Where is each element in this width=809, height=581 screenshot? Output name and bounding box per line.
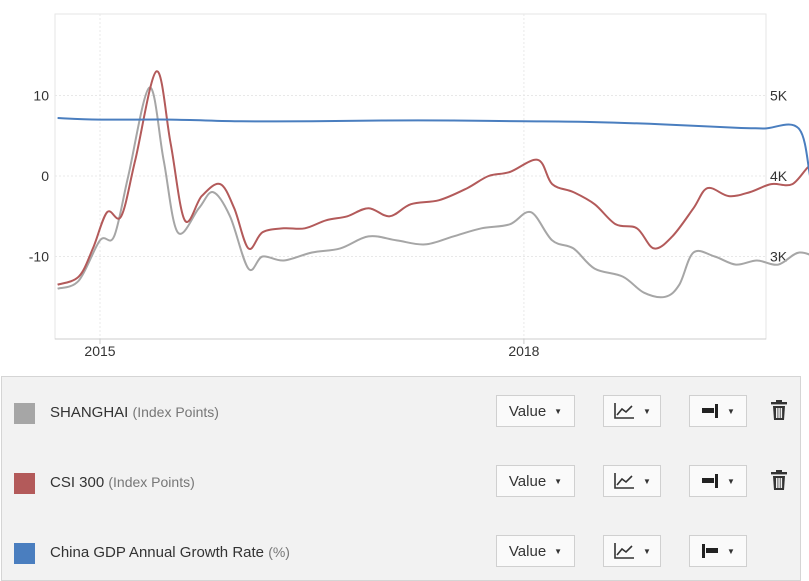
right-tick-label: 3K	[770, 249, 788, 265]
axis-left-icon	[702, 544, 719, 558]
series-color-swatch	[14, 403, 35, 424]
series-name: China GDP Annual Growth Rate (%)	[50, 544, 290, 561]
left-tick-label: 10	[33, 88, 49, 104]
x-tick-label: 2018	[508, 343, 539, 359]
series-unit: (Index Points)	[132, 404, 219, 420]
caret-down-icon: ▼	[727, 476, 735, 486]
series-name: SHANGHAI (Index Points)	[50, 404, 219, 421]
series-label: CSI 300	[50, 474, 105, 491]
axis-dropdown[interactable]: ▼	[689, 535, 747, 567]
line-chart-icon	[614, 543, 635, 559]
value-dropdown[interactable]: Value ▼	[496, 465, 575, 497]
axis-dropdown[interactable]: ▼	[689, 465, 747, 497]
caret-down-icon: ▼	[554, 476, 563, 486]
value-dropdown-label: Value	[508, 542, 547, 560]
left-tick-label: 0	[41, 168, 49, 184]
left-tick-label: -10	[29, 249, 49, 265]
series-color-swatch	[14, 543, 35, 564]
caret-down-icon: ▼	[727, 406, 735, 416]
caret-down-icon: ▼	[643, 476, 651, 486]
axis-right-icon	[702, 474, 719, 488]
series-unit: (%)	[268, 544, 290, 560]
series-unit: (Index Points)	[108, 474, 195, 490]
legend-row-csi-300: CSI 300 (Index Points) Value ▼ ▼ ▼	[2, 463, 800, 503]
value-dropdown-label: Value	[508, 402, 547, 420]
chart-type-dropdown[interactable]: ▼	[603, 535, 661, 567]
line-chart-icon	[614, 403, 635, 419]
caret-down-icon: ▼	[643, 546, 651, 556]
caret-down-icon: ▼	[643, 406, 651, 416]
series-label: SHANGHAI	[50, 404, 129, 421]
trash-icon[interactable]	[768, 399, 790, 421]
series-line-csi-300	[57, 70, 809, 286]
value-dropdown-label: Value	[508, 472, 547, 490]
series-name: CSI 300 (Index Points)	[50, 474, 195, 491]
series-label: China GDP Annual Growth Rate	[50, 544, 265, 561]
caret-down-icon: ▼	[727, 546, 735, 556]
legend-row-shanghai: SHANGHAI (Index Points) Value ▼ ▼ ▼	[2, 393, 800, 433]
caret-down-icon: ▼	[554, 406, 563, 416]
caret-down-icon: ▼	[554, 546, 563, 556]
chart-type-dropdown[interactable]: ▼	[603, 465, 661, 497]
right-axis: 5K 4K 3K	[770, 88, 788, 265]
chart-grid	[54, 13, 767, 340]
trash-icon[interactable]	[768, 469, 790, 491]
right-tick-label: 4K	[770, 168, 788, 184]
chart-type-dropdown[interactable]: ▼	[603, 395, 661, 427]
series-lines	[57, 70, 809, 299]
series-line-china-gdp-annual-growth-rate	[57, 117, 809, 177]
legend-row-china-gdp-annual-growth-rate: China GDP Annual Growth Rate (%) Value ▼…	[2, 533, 800, 573]
series-color-swatch	[14, 473, 35, 494]
value-dropdown[interactable]: Value ▼	[496, 535, 575, 567]
line-chart-icon	[614, 473, 635, 489]
axis-dropdown[interactable]: ▼	[689, 395, 747, 427]
axis-right-icon	[702, 404, 719, 418]
x-axis: 2015201820212024	[55, 338, 766, 359]
x-tick-label: 2015	[84, 343, 115, 359]
series-line-shanghai	[57, 86, 809, 299]
value-dropdown[interactable]: Value ▼	[496, 395, 575, 427]
left-axis: 10 0 -10	[29, 88, 49, 265]
right-tick-label: 5K	[770, 88, 788, 104]
series-legend-panel: SHANGHAI (Index Points) Value ▼ ▼ ▼	[1, 376, 801, 581]
